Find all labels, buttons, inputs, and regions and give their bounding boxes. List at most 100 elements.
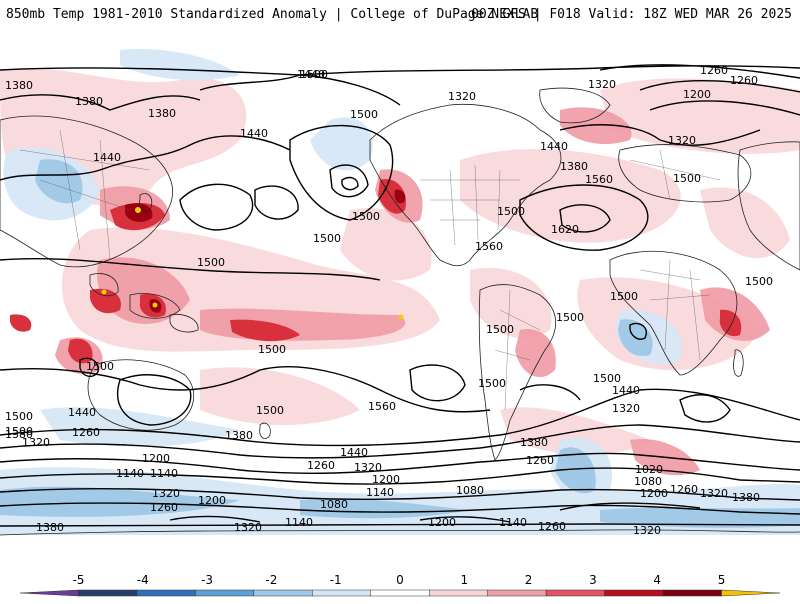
contour-label: 1140	[285, 516, 313, 529]
contour-label: 1440	[540, 140, 568, 153]
contour-label: 1380	[75, 95, 103, 108]
contour-label: 1380	[148, 107, 176, 120]
contour-label: 1260	[670, 483, 698, 496]
colorbar-tick-label: -5	[72, 573, 84, 587]
colorbar-swatch	[428, 589, 488, 597]
colorbar-tick-label: -4	[137, 573, 149, 587]
contour-label: 1020	[635, 463, 663, 476]
contour-label: 1320	[700, 487, 728, 500]
colorbar-tick-label: 2	[525, 573, 533, 587]
contour-label: 1560	[475, 240, 503, 253]
contour-label: 1500	[352, 210, 380, 223]
height-contours	[0, 64, 800, 527]
contour-label: 1320	[354, 461, 382, 474]
colorbar-tick-label: 1	[460, 573, 468, 587]
contour-label: 1500	[256, 404, 284, 417]
colorbar-swatch	[19, 589, 79, 597]
contour-label: 1440	[240, 127, 268, 140]
colorbar-tick-label: 3	[589, 573, 597, 587]
contour-label: 1260	[730, 74, 758, 87]
contour-label: 1440	[68, 406, 96, 419]
colorbar-swatch	[136, 589, 196, 597]
warm-strong-anomalies	[10, 179, 742, 364]
contour-label: 1500	[497, 205, 525, 218]
contour-label: 1200	[142, 452, 170, 465]
coastlines	[0, 87, 800, 536]
contour-label: 1140	[150, 467, 178, 480]
colorbar-swatch	[370, 589, 430, 597]
colorbar-swatch	[721, 589, 781, 597]
contour-label: 1500	[486, 323, 514, 336]
contour-label: 1500	[350, 108, 378, 121]
colorbar-swatch	[195, 589, 255, 597]
contour-label: 1320	[588, 78, 616, 91]
contour-label: 1500	[313, 232, 341, 245]
contour-label: 1500	[86, 360, 114, 373]
contour-label: 1500	[5, 425, 33, 438]
contour-label: 1080	[634, 475, 662, 488]
colorbar-swatch	[487, 589, 547, 597]
contour-label: 1140	[366, 486, 394, 499]
contour-label: 1320	[668, 134, 696, 147]
colorbar-tick-labels: -5 -4 -3 -2 -1 0 1 2 3 4 5	[72, 573, 725, 587]
cool-medium-anomalies	[0, 159, 800, 528]
contour-label: 1500	[5, 410, 33, 423]
contour-label: 1560	[368, 400, 396, 413]
contour-label: 1500	[300, 68, 328, 81]
colorbar-tick-label: 5	[718, 573, 726, 587]
contour-label: 1380	[5, 79, 33, 92]
anomaly-map: 1380 1380 1440 1500 1320 1380 1260 1200 …	[0, 30, 800, 550]
contour-label: 1380	[225, 429, 253, 442]
contour-label: 1500	[745, 275, 773, 288]
contour-label: 1500	[556, 311, 584, 324]
contour-label: 1440	[340, 446, 368, 459]
contour-label: 1320	[448, 90, 476, 103]
contour-label: 1380	[732, 491, 760, 504]
contour-label: 1380	[520, 436, 548, 449]
map-title: 850mb Temp 1981-2010 Standardized Anomal…	[6, 7, 539, 22]
contour-label: 1200	[428, 516, 456, 529]
contour-label: 1440	[93, 151, 121, 164]
colorbar-swatch	[545, 589, 605, 597]
contour-label: 1260	[307, 459, 335, 472]
map-canvas: 1380 1380 1440 1500 1320 1380 1260 1200 …	[0, 30, 800, 550]
contour-label: 1380	[560, 160, 588, 173]
contour-label: 1080	[320, 498, 348, 511]
contour-label: 1260	[72, 426, 100, 439]
colorbar-tick-label: -2	[265, 573, 277, 587]
colorbar-swatch	[604, 589, 664, 597]
contour-label: 1440	[297, 68, 325, 81]
contour-label: 1260	[150, 501, 178, 514]
contour-label: 1260	[526, 454, 554, 467]
colorbar-swatch	[253, 589, 313, 597]
colorbar-tick-label: 0	[396, 573, 404, 587]
colorbar-swatches	[19, 589, 781, 597]
contour-label: 1500	[478, 377, 506, 390]
contour-label: 1200	[372, 473, 400, 486]
colorbar-svg: -5 -4 -3 -2 -1 0 1 2 3 4 5	[19, 573, 781, 597]
colorbar-tick-label: 4	[653, 573, 661, 587]
colorbar-swatch	[312, 589, 372, 597]
model-run-label: 00Z GFS | F018 Valid: 18Z WED MAR 26 202…	[471, 7, 792, 22]
contour-label: 1380	[5, 428, 33, 441]
contour-label: 1320	[22, 436, 50, 449]
borders	[19, 129, 721, 411]
colorbar-swatch	[78, 589, 138, 597]
contour-label: 1500	[593, 372, 621, 385]
contour-label: 1320	[234, 521, 262, 534]
contour-labels: 1380 1380 1440 1500 1320 1380 1260 1200 …	[5, 64, 773, 537]
contour-label: 1140	[499, 516, 527, 529]
color-scale-bar: -5 -4 -3 -2 -1 0 1 2 3 4 5	[0, 568, 800, 600]
yellow-anomaly-spots	[101, 207, 404, 320]
contour-label: 1320	[612, 402, 640, 415]
header: 850mb Temp 1981-2010 Standardized Anomal…	[0, 0, 800, 30]
colorbar-tick-label: -3	[201, 573, 213, 587]
contour-label: 1560	[585, 173, 613, 186]
contour-label: 1080	[456, 484, 484, 497]
contour-label: 1500	[197, 256, 225, 269]
colorbar-tick-label: -1	[330, 573, 342, 587]
contour-label: 1500	[610, 290, 638, 303]
contour-label: 1380	[36, 521, 64, 534]
contour-label: 1200	[640, 487, 668, 500]
contour-label: 1260	[700, 64, 728, 77]
